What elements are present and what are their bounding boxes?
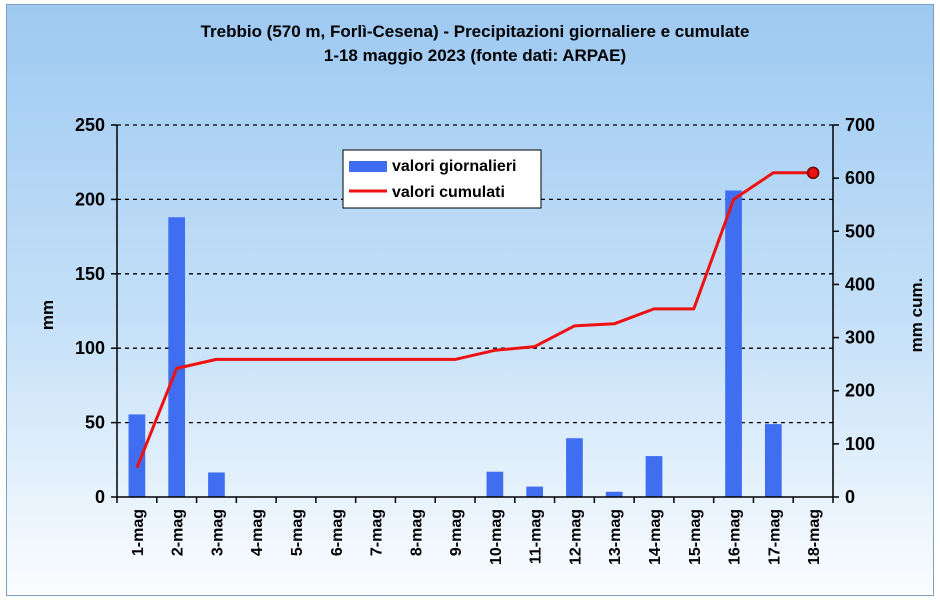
chart-svg: Trebbio (570 m, Forlì-Cesena) - Precipit… <box>38 22 926 565</box>
y-tick-label: 200 <box>75 189 105 209</box>
cumulative-line <box>135 171 814 469</box>
y2-tick-label: 0 <box>845 487 855 507</box>
x-tick-label: 9-mag <box>448 509 465 556</box>
chart-subtitle: 1-18 maggio 2023 (fonte dati: ARPAE) <box>324 46 626 65</box>
x-tick-label: 18-mag <box>806 509 823 565</box>
bar-16-mag <box>725 190 742 498</box>
y-tick-label: 250 <box>75 115 105 135</box>
chart-frame: Trebbio (570 m, Forlì-Cesena) - Precipit… <box>6 4 934 596</box>
chart-title: Trebbio (570 m, Forlì-Cesena) - Precipit… <box>201 22 750 41</box>
legend-bar-label: valori giornalieri <box>392 158 516 175</box>
y2-tick-label: 100 <box>845 434 875 454</box>
bar-3-mag <box>208 472 225 497</box>
x-tick-label: 5-mag <box>289 509 306 556</box>
line-series <box>135 166 820 469</box>
x-tick-label: 13-mag <box>607 509 624 565</box>
x-tick-label: 7-mag <box>369 509 386 556</box>
bar-13-mag <box>605 491 623 497</box>
x-tick-label: 1-mag <box>130 509 147 556</box>
x-tick-label: 3-mag <box>209 509 226 556</box>
y-tick-label: 150 <box>75 264 105 284</box>
y-axis-label: mm <box>38 300 57 330</box>
bar-1-mag <box>128 414 146 497</box>
bar-12-mag <box>566 438 583 497</box>
y2-tick-label: 300 <box>845 328 875 348</box>
legend-line-label: valori cumulati <box>392 184 505 201</box>
axes <box>111 124 839 503</box>
y2-tick-label: 500 <box>845 221 875 241</box>
x-tick-label: 16-mag <box>727 509 744 565</box>
y-tick-label: 100 <box>75 338 105 358</box>
x-tick-label: 11-mag <box>528 509 545 564</box>
x-tick-label: 14-mag <box>647 509 664 565</box>
legend-box <box>342 149 542 209</box>
y2-tick-label: 700 <box>845 115 875 135</box>
x-tick-label: 8-mag <box>408 509 425 556</box>
bar-14-mag <box>645 456 663 497</box>
legend-bar-swatch <box>349 161 387 172</box>
bar-2-mag <box>168 217 186 498</box>
x-tick-label: 15-mag <box>687 509 704 565</box>
y2-tick-label: 200 <box>845 381 875 401</box>
x-tick-label: 12-mag <box>567 509 584 565</box>
x-tick-label: 6-mag <box>329 509 346 556</box>
y2-tick-label: 600 <box>845 168 875 188</box>
tick-labels: 0 50 100 150 200 250 0 100 200 300 400 500 600 700 1-m… <box>75 115 875 565</box>
cumulative-end-marker <box>806 166 820 180</box>
x-tick-label: 2-mag <box>170 509 187 556</box>
x-tick-label: 17-mag <box>766 509 783 565</box>
bar-series <box>128 190 782 498</box>
y2-tick-label: 400 <box>845 274 875 294</box>
x-tick-label: 10-mag <box>488 509 505 565</box>
bar-10-mag <box>486 471 504 497</box>
x-tick-label: 4-mag <box>249 509 266 556</box>
bar-11-mag <box>526 486 544 497</box>
legend: valori giornalieri valori cumulati <box>342 149 542 209</box>
y-tick-label: 50 <box>85 413 105 433</box>
y2-axis-label: mm cum. <box>907 278 926 353</box>
bar-17-mag <box>764 424 782 497</box>
y-tick-label: 0 <box>95 487 105 507</box>
